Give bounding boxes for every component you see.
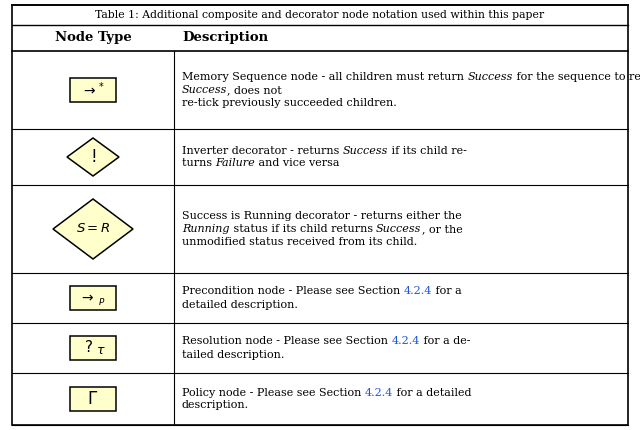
Polygon shape: [67, 138, 119, 176]
Text: Table 1: Additional composite and decorator node notation used within this paper: Table 1: Additional composite and decora…: [95, 10, 545, 20]
Text: description.: description.: [182, 400, 249, 411]
Text: , or the: , or the: [422, 224, 462, 234]
Text: Success: Success: [467, 72, 513, 82]
Text: Precondition node - Please see Section: Precondition node - Please see Section: [182, 286, 404, 297]
FancyBboxPatch shape: [70, 387, 116, 411]
FancyBboxPatch shape: [70, 286, 116, 310]
Text: status if its child returns: status if its child returns: [230, 224, 376, 234]
Text: $\rightarrow^{*}$: $\rightarrow^{*}$: [81, 82, 105, 98]
Text: $\rightarrow$: $\rightarrow$: [79, 290, 95, 304]
Text: $?$: $?$: [84, 339, 92, 355]
Text: Inverter decorator - returns: Inverter decorator - returns: [182, 145, 343, 156]
Text: $\tau$: $\tau$: [96, 344, 106, 356]
Text: Description: Description: [182, 31, 268, 44]
Text: Node Type: Node Type: [54, 31, 131, 44]
FancyBboxPatch shape: [70, 78, 116, 102]
Text: , does not: , does not: [227, 85, 282, 95]
Text: re-tick previously succeeded children.: re-tick previously succeeded children.: [182, 98, 397, 108]
Text: turns: turns: [182, 159, 216, 169]
Polygon shape: [53, 199, 133, 259]
Text: if its child re-: if its child re-: [388, 145, 467, 156]
Text: Failure: Failure: [216, 159, 255, 169]
Text: Success: Success: [182, 85, 227, 95]
Text: 4.2.4: 4.2.4: [404, 286, 432, 297]
Text: Memory Sequence node - all children must return: Memory Sequence node - all children must…: [182, 72, 467, 82]
Text: $!$: $!$: [90, 148, 96, 166]
Text: $S = R$: $S = R$: [76, 222, 110, 236]
FancyBboxPatch shape: [70, 336, 116, 360]
Text: for the sequence to return: for the sequence to return: [513, 72, 640, 82]
Text: $\Gamma$: $\Gamma$: [88, 390, 99, 408]
Text: Success is Running decorator - returns either the: Success is Running decorator - returns e…: [182, 211, 465, 221]
Text: Resolution node - Please see Section: Resolution node - Please see Section: [182, 337, 392, 347]
Text: Policy node - Please see Section: Policy node - Please see Section: [182, 387, 365, 397]
Text: tailed description.: tailed description.: [182, 350, 284, 359]
Text: $_P$: $_P$: [99, 295, 106, 307]
Text: for a: for a: [432, 286, 462, 297]
Text: for a detailed: for a detailed: [393, 387, 472, 397]
Text: for a de-: for a de-: [420, 337, 470, 347]
Text: detailed description.: detailed description.: [182, 300, 298, 310]
Text: 4.2.4: 4.2.4: [365, 387, 393, 397]
Text: Running: Running: [182, 224, 230, 234]
Text: 4.2.4: 4.2.4: [392, 337, 420, 347]
Text: Success: Success: [376, 224, 422, 234]
Text: Success: Success: [343, 145, 388, 156]
Text: unmodified status received from its child.: unmodified status received from its chil…: [182, 237, 417, 247]
Text: and vice versa: and vice versa: [255, 159, 340, 169]
